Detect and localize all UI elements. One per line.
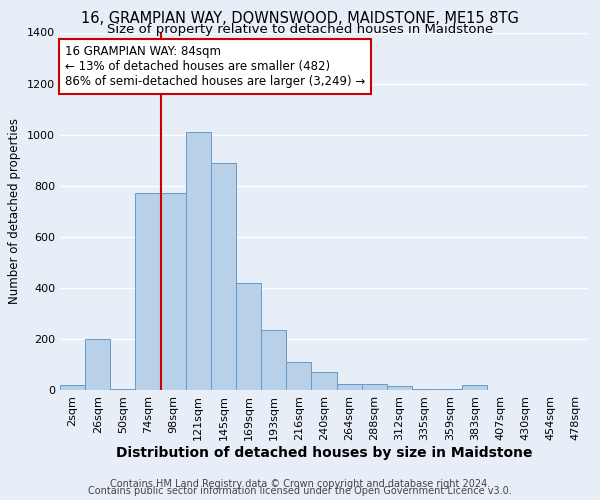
Bar — [60, 385, 85, 390]
Bar — [261, 330, 286, 390]
Bar — [136, 194, 161, 390]
Bar — [186, 132, 211, 390]
Bar — [211, 162, 236, 390]
Text: Contains HM Land Registry data © Crown copyright and database right 2024.: Contains HM Land Registry data © Crown c… — [110, 479, 490, 489]
Text: Size of property relative to detached houses in Maidstone: Size of property relative to detached ho… — [107, 22, 493, 36]
Bar — [236, 283, 261, 390]
Bar — [85, 339, 110, 390]
Bar — [337, 384, 362, 390]
Bar — [412, 388, 437, 390]
Y-axis label: Number of detached properties: Number of detached properties — [8, 118, 22, 304]
Bar — [286, 362, 311, 390]
X-axis label: Distribution of detached houses by size in Maidstone: Distribution of detached houses by size … — [116, 446, 532, 460]
Bar — [161, 194, 186, 390]
Text: 16, GRAMPIAN WAY, DOWNSWOOD, MAIDSTONE, ME15 8TG: 16, GRAMPIAN WAY, DOWNSWOOD, MAIDSTONE, … — [81, 11, 519, 26]
Bar — [387, 386, 412, 390]
Bar — [311, 372, 337, 390]
Bar — [362, 384, 387, 390]
Bar — [462, 385, 487, 390]
Text: Contains public sector information licensed under the Open Government Licence v3: Contains public sector information licen… — [88, 486, 512, 496]
Text: 16 GRAMPIAN WAY: 84sqm
← 13% of detached houses are smaller (482)
86% of semi-de: 16 GRAMPIAN WAY: 84sqm ← 13% of detached… — [65, 45, 365, 88]
